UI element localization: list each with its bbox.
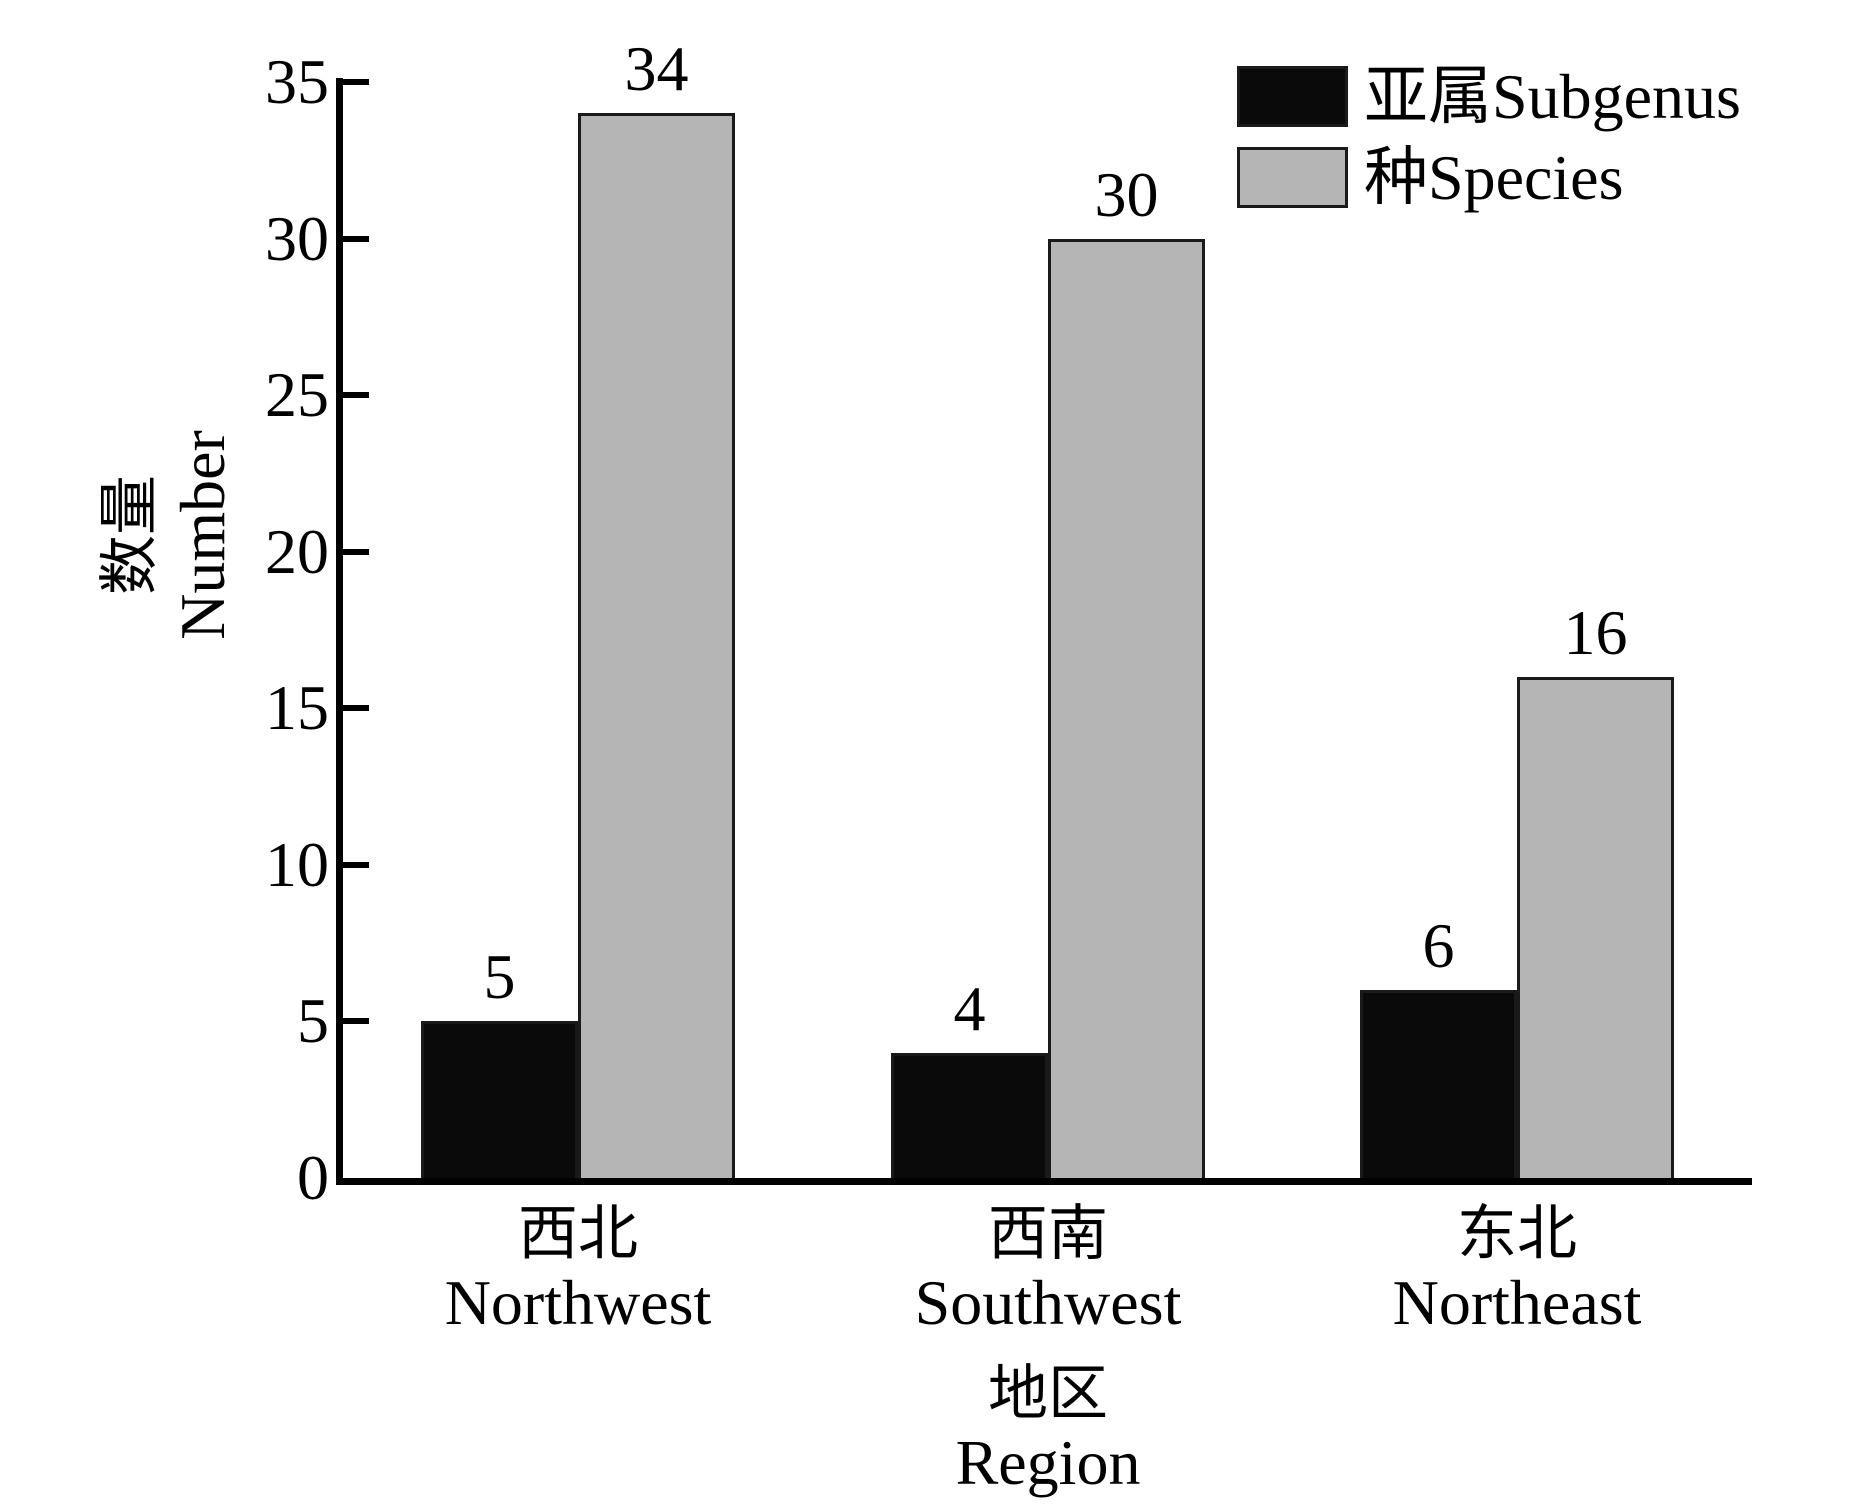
y-tick-label-5: 5: [297, 985, 329, 1056]
bar-value-label-subgenus-northeast: 6: [1422, 910, 1455, 981]
x-axis-line: [336, 1178, 1752, 1185]
y-tick-20: [343, 549, 369, 555]
legend-label-subgenus: 亚属Subgenus: [1364, 60, 1741, 132]
bar-species-southwest: [1048, 239, 1205, 1181]
legend-label-species: 种Species: [1364, 141, 1624, 213]
x-axis-title-en: Region: [955, 1427, 1141, 1498]
y-tick-label-20: 20: [265, 516, 329, 587]
y-tick-label-35: 35: [265, 46, 329, 117]
x-category-label-zh: 西南: [988, 1201, 1108, 1267]
y-tick-35: [343, 79, 369, 85]
y-tick-label-10: 10: [265, 829, 329, 900]
y-tick-5: [343, 1018, 369, 1024]
x-axis-title-zh: 地区: [988, 1361, 1108, 1427]
bar-value-label-subgenus-northwest: 5: [483, 941, 516, 1012]
y-axis-line: [336, 78, 343, 1185]
bar-value-label-subgenus-southwest: 4: [953, 973, 986, 1044]
y-tick-label-0: 0: [297, 1142, 329, 1213]
legend-item-species: 种Species: [1237, 141, 1741, 213]
y-tick-15: [343, 705, 369, 711]
x-axis-title: 地区 Region: [788, 1358, 1308, 1496]
x-category-label-en: Southwest: [914, 1267, 1182, 1338]
y-tick-25: [343, 392, 369, 398]
x-category-label-northeast: 东北 Northeast: [1257, 1198, 1777, 1336]
legend: 亚属Subgenus 种Species: [1237, 60, 1741, 213]
legend-swatch-species: [1237, 147, 1348, 208]
bar-subgenus-northeast: [1360, 990, 1517, 1181]
x-category-label-en: Northwest: [444, 1267, 712, 1338]
legend-swatch-subgenus: [1237, 66, 1348, 127]
y-tick-label-25: 25: [265, 359, 329, 430]
bar-species-northwest: [578, 113, 735, 1181]
x-category-label-southwest: 西南 Southwest: [788, 1198, 1308, 1336]
y-tick-10: [343, 862, 369, 868]
bar-value-label-species-southwest: 30: [1094, 159, 1159, 230]
bar-value-label-species-northeast: 16: [1563, 597, 1628, 668]
x-category-label-zh: 西北: [518, 1201, 638, 1267]
legend-item-subgenus: 亚属Subgenus: [1237, 60, 1741, 132]
y-tick-label-15: 15: [265, 672, 329, 743]
x-category-label-zh: 东北: [1457, 1201, 1577, 1267]
bar-subgenus-southwest: [891, 1053, 1048, 1181]
x-category-label-northwest: 西北 Northwest: [318, 1198, 838, 1336]
bar-value-label-species-northwest: 34: [624, 33, 689, 104]
y-tick-30: [343, 236, 369, 242]
x-category-label-en: Northeast: [1392, 1267, 1642, 1338]
bar-subgenus-northwest: [421, 1021, 578, 1181]
bar-species-northeast: [1517, 677, 1674, 1181]
y-tick-label-30: 30: [265, 203, 329, 274]
